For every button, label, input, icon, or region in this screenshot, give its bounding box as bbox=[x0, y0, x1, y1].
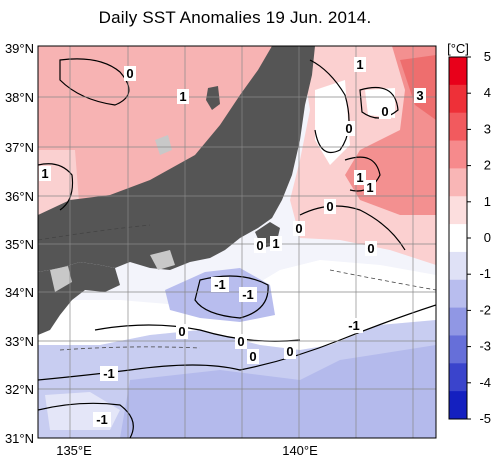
no-data-lake-3 bbox=[155, 135, 172, 155]
colorbar-swatch bbox=[449, 335, 467, 364]
plot-frame bbox=[37, 45, 437, 439]
colorbar-swatch bbox=[449, 307, 467, 336]
weak-anomaly-pocket bbox=[315, 80, 350, 165]
contour-label: -1 bbox=[103, 366, 115, 381]
colorbar-swatch bbox=[449, 391, 467, 420]
no-data-lake-2 bbox=[50, 266, 72, 292]
map-title: Daily SST Anomalies 19 Jun. 2014. bbox=[98, 8, 372, 27]
colorbar: [°C] 5 4 3 2 1 0 -1 -2 -3 -4 -5 bbox=[447, 41, 491, 426]
colorbar-tick-label: -1 bbox=[479, 266, 491, 281]
land-honshu bbox=[38, 46, 315, 272]
lat-label: 36°N bbox=[5, 189, 34, 204]
contour-label: 0 bbox=[367, 241, 374, 256]
colorbar-swatch bbox=[449, 196, 467, 225]
longitude-labels: 135°E 140°E bbox=[56, 443, 318, 458]
warm-anomaly-region-sea-of-japan bbox=[38, 46, 300, 215]
cool-anomaly-region-south-deep bbox=[120, 345, 436, 438]
contour-label: 0 bbox=[178, 324, 185, 339]
lat-label: 32°N bbox=[5, 382, 34, 397]
contour-label: 1 bbox=[356, 170, 363, 185]
colorbar-tick-label: 1 bbox=[484, 194, 491, 209]
colorbar-swatches bbox=[449, 57, 467, 420]
lon-label: 135°E bbox=[56, 443, 92, 458]
colorbar-tick-label: 4 bbox=[484, 85, 491, 100]
colorbar-swatch bbox=[449, 279, 467, 309]
colorbar-tick-label: 5 bbox=[484, 49, 491, 64]
contour-label: 1 bbox=[41, 166, 48, 181]
colorbar-tick-label: 0 bbox=[484, 230, 491, 245]
lat-label: 39°N bbox=[5, 41, 34, 56]
contour-label: 1 bbox=[366, 180, 373, 195]
contour-label: 0 bbox=[256, 238, 263, 253]
lat-label: 33°N bbox=[5, 334, 34, 349]
colorbar-tick-labels: 5 4 3 2 1 0 -1 -2 -3 -4 -5 bbox=[467, 49, 491, 426]
colorbar-swatch bbox=[449, 140, 467, 169]
lat-label: 35°N bbox=[5, 237, 34, 252]
strongest-warm-anomaly-core bbox=[400, 55, 436, 120]
no-data-lake-1 bbox=[150, 250, 175, 270]
colorbar-swatch bbox=[449, 57, 467, 86]
colorbar-swatch bbox=[449, 84, 467, 114]
map-plot-area: 0 1 1 1 0 1 3 0 0 0 1 1 0 0 bbox=[38, 46, 436, 438]
contour-label: 0 bbox=[345, 121, 352, 136]
contour-label: -1 bbox=[96, 412, 108, 427]
dashed-contour-lines bbox=[38, 224, 436, 351]
contour-label: -1 bbox=[348, 318, 360, 333]
contour-label: 1 bbox=[272, 236, 279, 251]
colorbar-tick-label: 3 bbox=[484, 121, 491, 136]
colorbar-swatch bbox=[449, 251, 467, 281]
contour-label: -1 bbox=[242, 287, 254, 302]
lat-label: 38°N bbox=[5, 90, 34, 105]
colorbar-tick-label: -2 bbox=[479, 302, 491, 317]
contour-label: 1 bbox=[356, 57, 363, 72]
land-sado bbox=[206, 86, 220, 110]
contour-label: 0 bbox=[126, 66, 133, 81]
contour-label: 0 bbox=[237, 334, 244, 349]
contour-label: 0 bbox=[286, 344, 293, 359]
colorbar-swatch bbox=[449, 224, 467, 253]
lat-label: 31°N bbox=[5, 431, 34, 446]
contour-label: 0 bbox=[295, 221, 302, 236]
contour-label: 0 bbox=[381, 104, 388, 119]
contour-label: 0 bbox=[326, 199, 333, 214]
contour-label: 0 bbox=[249, 349, 256, 364]
colorbar-swatch bbox=[449, 168, 467, 197]
colorbar-tick-label: -5 bbox=[479, 411, 491, 426]
cool-anomaly-region-izu bbox=[165, 268, 275, 322]
lat-label: 34°N bbox=[5, 285, 34, 300]
colorbar-unit: [°C] bbox=[447, 41, 469, 56]
contour-label-group: 0 1 1 1 0 1 3 0 0 0 1 1 0 0 bbox=[39, 57, 426, 427]
contour-label: 3 bbox=[416, 88, 423, 103]
contour-label: 1 bbox=[179, 89, 186, 104]
colorbar-tick-label: -4 bbox=[479, 375, 491, 390]
lon-label: 140°E bbox=[282, 443, 318, 458]
lat-label: 37°N bbox=[5, 140, 34, 155]
colorbar-tick-label: -3 bbox=[479, 339, 491, 354]
colorbar-swatch bbox=[449, 112, 467, 142]
colorbar-tick-label: 2 bbox=[484, 158, 491, 173]
colorbar-swatch bbox=[449, 363, 467, 392]
latitude-labels: 39°N 38°N 37°N 36°N 35°N 34°N 33°N 32°N … bbox=[5, 41, 34, 446]
contour-label: -1 bbox=[214, 277, 226, 292]
